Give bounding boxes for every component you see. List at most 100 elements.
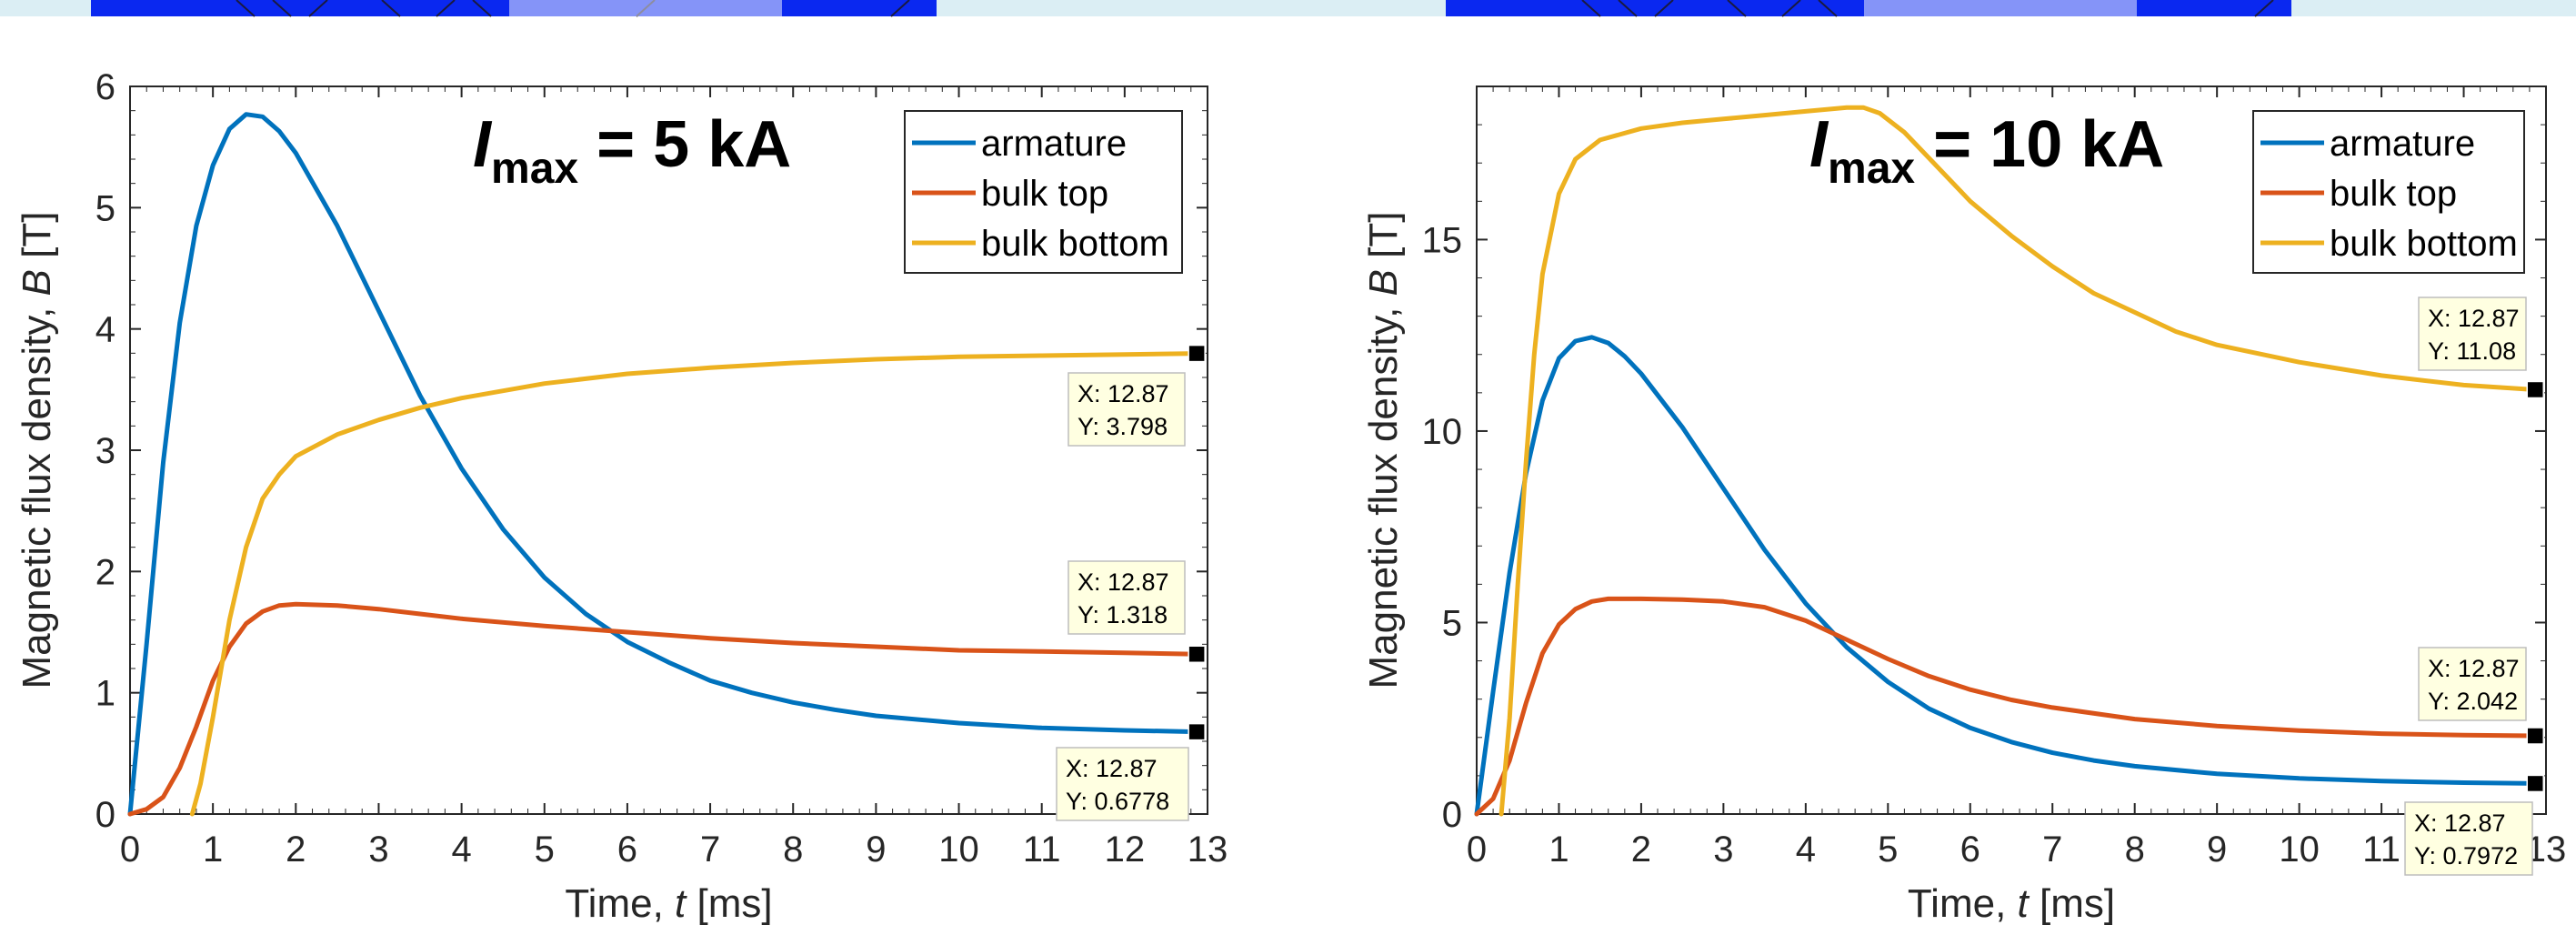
series-group xyxy=(1474,105,2538,817)
legend-label: bulk bottom xyxy=(981,224,1169,264)
y-tick-label: 10 xyxy=(1422,412,1463,452)
x-axis-title-unit: [ms] xyxy=(2029,881,2115,926)
datatip-x-text: X: 12.87 xyxy=(1066,755,1158,782)
legend-label: bulk top xyxy=(2330,174,2457,214)
x-axis-title-unit: [ms] xyxy=(686,881,772,926)
y-tick-label: 0 xyxy=(1442,795,1462,835)
x-tick-label: 7 xyxy=(2042,829,2062,870)
y-tick-label: 6 xyxy=(95,67,115,107)
datatip-box xyxy=(1067,560,1186,635)
datatip-box xyxy=(1067,372,1186,447)
legend: armature bulk top bulk bottom xyxy=(904,110,1183,274)
annotation-value: = 5 kA xyxy=(578,108,791,181)
series-group xyxy=(127,112,1199,817)
y-tick-label: 15 xyxy=(1422,220,1463,260)
y-axis: 0 1 2 3 4 5 6 xyxy=(95,67,1208,835)
annotation-value: = 10 kA xyxy=(1915,108,2164,181)
annotation-variable: I xyxy=(473,108,493,181)
y-axis-title: Magnetic flux density, B [T] xyxy=(1361,212,1406,689)
y-axis-title-variable: B xyxy=(15,269,59,296)
x-tick-label: 0 xyxy=(1467,829,1487,870)
y-axis-title-prefix: Magnetic flux density, xyxy=(1361,296,1406,689)
datatip-marker xyxy=(1188,344,1206,363)
y-axis-title: Magnetic flux density, B [T] xyxy=(15,212,59,689)
datatip: X: 12.87 Y: 3.798 xyxy=(1067,344,1206,447)
y-axis-title-prefix: Magnetic flux density, xyxy=(15,296,59,689)
x-tick-label: 10 xyxy=(2279,829,2320,870)
datatip-x-text: X: 12.87 xyxy=(2428,305,2520,332)
x-tick-label: 2 xyxy=(1631,829,1651,870)
datatip-y-text: Y: 0.6778 xyxy=(1066,788,1169,815)
annotation-variable: I xyxy=(1809,108,1829,181)
header-white-panel-right xyxy=(1864,0,2137,16)
datatip: X: 12.87 Y: 11.08 xyxy=(2418,297,2544,399)
y-axis-title-unit: [T] xyxy=(15,212,59,270)
x-axis-title: Time, t [ms] xyxy=(1908,881,2115,926)
datatip-box xyxy=(2418,297,2527,371)
series-line-bulk-bottom xyxy=(1498,105,2538,817)
chart-annotation-title: Imax = 10 kA xyxy=(1809,108,2164,193)
x-tick-label: 13 xyxy=(1188,829,1228,870)
datatip: X: 12.87 Y: 0.7972 xyxy=(2404,774,2544,876)
x-tick-label: 3 xyxy=(368,829,388,870)
datatip-marker xyxy=(1188,722,1206,741)
legend-label: armature xyxy=(2330,124,2475,164)
legend-label: armature xyxy=(981,124,1127,164)
annotation-subscript: max xyxy=(491,145,578,193)
y-tick-label: 3 xyxy=(95,431,115,471)
x-tick-label: 4 xyxy=(451,829,471,870)
x-tick-label: 5 xyxy=(1878,829,1898,870)
series-line-bulk-bottom xyxy=(189,351,1199,817)
x-tick-label: 0 xyxy=(120,829,140,870)
y-tick-label: 0 xyxy=(95,795,115,835)
y-tick-label: 1 xyxy=(95,674,115,714)
x-tick-label: 11 xyxy=(1023,829,1061,870)
y-axis-title-unit: [T] xyxy=(1361,212,1406,270)
x-tick-label: 5 xyxy=(535,829,555,870)
x-axis-title-prefix: Time, xyxy=(565,881,675,926)
header-image-strip xyxy=(0,0,2576,17)
datatip-y-text: Y: 1.318 xyxy=(1078,601,1168,628)
datatip-box xyxy=(2418,647,2527,721)
datatip-x-text: X: 12.87 xyxy=(1078,380,1169,407)
series-line-armature xyxy=(127,112,1199,817)
legend-label: bulk bottom xyxy=(2330,224,2518,264)
datatip-box xyxy=(2404,801,2533,876)
datatip-box xyxy=(1056,747,1189,821)
y-axis: 0 5 10 15 xyxy=(1422,85,2546,835)
datatip-marker xyxy=(2526,727,2544,745)
datatip-marker xyxy=(2526,380,2544,399)
y-axis-title-variable: B xyxy=(1361,269,1406,296)
x-tick-label: 1 xyxy=(203,829,223,870)
x-tick-label: 2 xyxy=(286,829,306,870)
datatip: X: 12.87 Y: 0.6778 xyxy=(1056,722,1206,821)
x-tick-label: 8 xyxy=(2125,829,2145,870)
annotation-subscript: max xyxy=(1828,145,1915,193)
header-mesh-lines-right xyxy=(1581,0,2274,17)
datatip-marker xyxy=(2526,774,2544,793)
x-axis-title-prefix: Time, xyxy=(1908,881,2018,926)
x-tick-label: 6 xyxy=(617,829,637,870)
y-tick-label: 5 xyxy=(1442,603,1462,643)
x-tick-label: 4 xyxy=(1796,829,1816,870)
datatip: X: 12.87 Y: 1.318 xyxy=(1067,560,1206,664)
x-tick-label: 8 xyxy=(783,829,803,870)
x-axis-title-variable: t xyxy=(2018,881,2030,926)
y-tick-label: 2 xyxy=(95,552,115,592)
datatip: X: 12.87 Y: 2.042 xyxy=(2418,647,2544,745)
datatip-y-text: Y: 2.042 xyxy=(2428,688,2518,715)
x-tick-label: 1 xyxy=(1549,829,1569,870)
header-white-panel-left xyxy=(509,0,782,16)
y-tick-label: 4 xyxy=(95,310,115,350)
legend: armature bulk top bulk bottom xyxy=(2252,110,2525,274)
series-line-bulk-top xyxy=(1474,596,2538,817)
x-tick-label: 10 xyxy=(938,829,979,870)
datatip-y-text: Y: 0.7972 xyxy=(2414,842,2518,870)
datatip-x-text: X: 12.87 xyxy=(1078,568,1169,596)
x-axis-title: Time, t [ms] xyxy=(565,881,772,926)
x-tick-label: 9 xyxy=(2207,829,2227,870)
datatip-y-text: Y: 11.08 xyxy=(2428,337,2516,365)
